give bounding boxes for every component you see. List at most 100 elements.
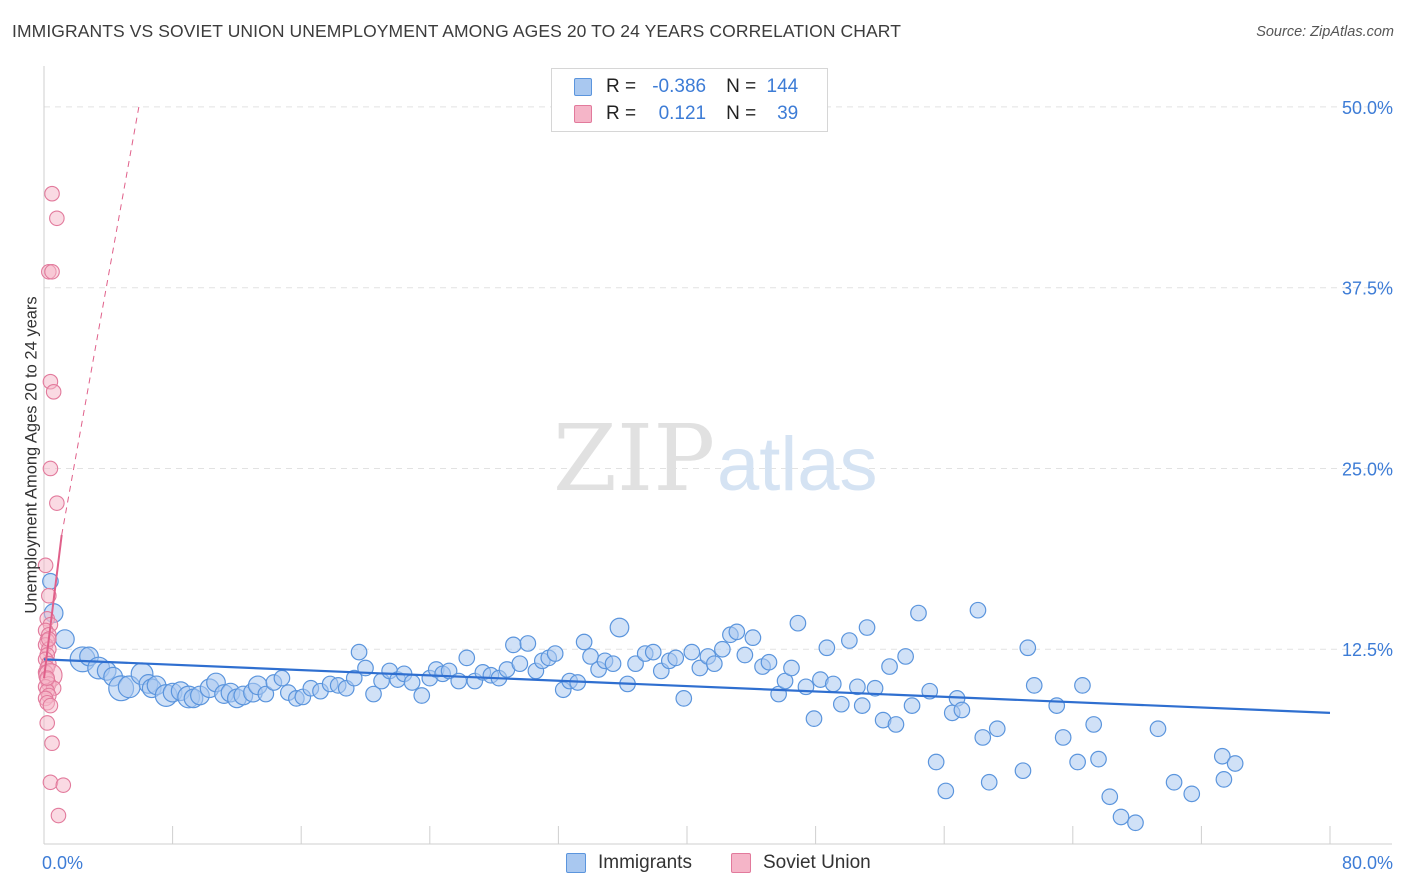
immigrants-point <box>1213 747 1231 765</box>
immigrants-point <box>273 669 291 687</box>
immigrants-point <box>897 648 914 665</box>
r-value-immigrants: -0.386 <box>652 76 707 97</box>
trend-lines <box>43 106 1331 714</box>
immigrants-swatch <box>574 78 592 96</box>
soviet-union-point <box>37 557 54 574</box>
immigrants-point <box>744 629 762 647</box>
y-axis-label: Unemployment Among Ages 20 to 24 years <box>22 296 41 614</box>
immigrants-point <box>413 687 431 704</box>
soviet-trend-extension <box>61 106 140 536</box>
immigrants-point <box>705 655 723 673</box>
immigrants-point <box>1183 785 1201 803</box>
immigrants-point <box>1226 755 1244 772</box>
immigrants-point <box>849 678 866 696</box>
immigrants-point <box>644 643 662 661</box>
immigrants-point <box>505 636 522 654</box>
immigrants-point <box>604 655 622 673</box>
immigrants-point <box>519 635 537 652</box>
immigrants-point <box>937 782 955 800</box>
soviet-union-point <box>42 697 59 714</box>
grid-lines <box>44 106 1392 650</box>
soviet-union-point <box>45 384 62 400</box>
soviet-legend-swatch <box>731 853 751 873</box>
immigrants-point <box>1090 750 1107 768</box>
immigrants-point <box>675 690 693 707</box>
immigrants-point <box>1085 716 1103 733</box>
immigrants-point <box>841 632 858 649</box>
immigrants-point <box>866 679 884 697</box>
immigrants-point <box>805 710 823 727</box>
soviet-union-point <box>39 670 56 686</box>
y-tick-label: 37.5% <box>1342 279 1393 299</box>
soviet-union-point <box>41 587 57 604</box>
immigrants-point <box>1215 771 1233 788</box>
immigrants-point <box>927 753 945 771</box>
soviet-union-point <box>50 807 67 824</box>
x-tick-label: 0.0% <box>42 853 83 873</box>
n-label: N = <box>726 103 757 124</box>
immigrants-point <box>1074 677 1091 694</box>
watermark-atlas: atlas <box>717 422 878 507</box>
immigrants-point <box>760 653 778 671</box>
immigrants-point <box>818 639 836 657</box>
immigrants-point <box>832 695 850 713</box>
immigrants-trend-line <box>43 658 1331 714</box>
immigrants-point <box>980 773 998 791</box>
immigrants-point <box>440 662 458 680</box>
immigrants-point <box>667 649 685 667</box>
soviet-union-point <box>49 495 65 511</box>
immigrants-point <box>458 649 476 667</box>
immigrants-point <box>365 685 382 703</box>
immigrants-point <box>511 655 529 673</box>
immigrants-point <box>903 697 921 714</box>
soviet-union-point <box>44 185 60 202</box>
soviet-trend-line <box>43 534 63 679</box>
r-label: R = <box>606 76 637 97</box>
immigrants-point <box>1019 639 1037 657</box>
soviet-union-point <box>39 715 56 731</box>
immigrants-point <box>789 614 807 632</box>
n-value-soviet: 39 <box>777 103 799 124</box>
soviet-union-point <box>44 735 60 752</box>
immigrants-point <box>609 617 630 638</box>
chart-title: IMMIGRANTS VS SOVIET UNION UNEMPLOYMENT … <box>12 21 902 41</box>
x-tick-labels: 0.0% 80.0% <box>42 853 1393 873</box>
y-tick-label: 12.5% <box>1342 640 1393 660</box>
axes <box>43 66 1392 845</box>
immigrants-points <box>42 572 1244 832</box>
immigrants-point <box>736 646 754 664</box>
immigrants-point <box>575 633 593 651</box>
immigrants-point <box>988 720 1006 738</box>
immigrants-point <box>714 640 731 658</box>
immigrants-point <box>1054 729 1072 746</box>
immigrants-point <box>1165 773 1183 791</box>
y-tick-label: 50.0% <box>1342 98 1393 118</box>
soviet-union-points <box>37 185 72 824</box>
y-tick-labels: 12.5% 25.0% 37.5% 50.0% <box>1342 98 1393 660</box>
immigrants-point <box>54 629 75 650</box>
immigrants-point <box>969 601 987 619</box>
immigrants-point <box>627 655 644 673</box>
legend-row-soviet: R = 0.121 N = 39 <box>574 103 798 125</box>
n-value-immigrants: 144 <box>766 76 799 97</box>
immigrants-point <box>858 619 876 636</box>
immigrants-point <box>783 659 800 677</box>
immigrants-point <box>1069 753 1086 771</box>
immigrants-point <box>350 643 368 661</box>
legend-immigrants: Immigrants <box>566 852 692 874</box>
soviet-union-point <box>42 460 59 477</box>
immigrants-point <box>881 658 898 675</box>
immigrants-point <box>1112 808 1130 826</box>
n-label: N = <box>726 76 757 97</box>
legend-soviet-union: Soviet Union <box>731 852 871 874</box>
x-tick-label: 80.0% <box>1342 853 1393 873</box>
y-tick-label: 25.0% <box>1342 459 1393 479</box>
immigrants-point <box>853 697 871 714</box>
immigrants-legend-swatch <box>566 853 586 873</box>
r-label: R = <box>606 103 637 124</box>
immigrants-point <box>1014 762 1032 780</box>
soviet-swatch <box>574 105 592 123</box>
soviet-union-point <box>42 774 59 791</box>
immigrants-point <box>910 604 927 622</box>
legend-row-immigrants: R = -0.386 N = 144 <box>574 76 798 98</box>
